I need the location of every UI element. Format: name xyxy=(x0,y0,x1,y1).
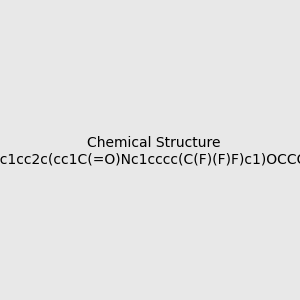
Text: Chemical Structure
Cc1cc2c(cc1C(=O)Nc1cccc(C(F)(F)F)c1)OCCO2: Chemical Structure Cc1cc2c(cc1C(=O)Nc1cc… xyxy=(0,136,300,166)
